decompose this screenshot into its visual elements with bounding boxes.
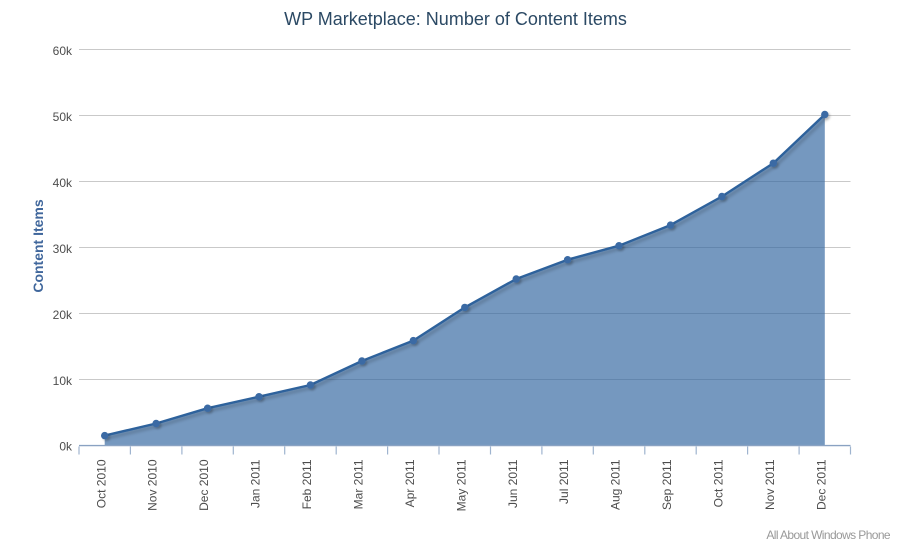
svg-text:Feb 2011: Feb 2011	[300, 459, 314, 509]
svg-text:Aug 2011: Aug 2011	[609, 459, 623, 510]
svg-text:May 2011: May 2011	[454, 459, 468, 511]
svg-text:20k: 20k	[53, 308, 73, 322]
svg-text:Oct 2011: Oct 2011	[712, 459, 726, 507]
svg-text:Content Items: Content Items	[30, 199, 46, 293]
svg-text:Jul 2011: Jul 2011	[557, 459, 571, 504]
svg-text:Jun 2011: Jun 2011	[506, 459, 520, 508]
svg-text:30k: 30k	[53, 242, 73, 256]
svg-text:All About Windows Phone: All About Windows Phone	[766, 528, 891, 542]
svg-text:60k: 60k	[53, 44, 73, 58]
svg-text:Dec 2011: Dec 2011	[814, 459, 828, 510]
svg-text:Mar 2011: Mar 2011	[352, 459, 366, 509]
svg-text:Nov 2010: Nov 2010	[146, 459, 160, 511]
svg-text:Apr 2011: Apr 2011	[403, 459, 417, 507]
svg-text:WP Marketplace: Number of Cont: WP Marketplace: Number of Content Items	[284, 9, 627, 29]
svg-text:Sep 2011: Sep 2011	[660, 459, 674, 510]
svg-text:50k: 50k	[53, 110, 73, 124]
svg-text:40k: 40k	[53, 176, 73, 190]
svg-text:0k: 0k	[59, 440, 73, 454]
svg-text:Nov 2011: Nov 2011	[763, 459, 777, 510]
svg-text:Jan 2011: Jan 2011	[249, 459, 263, 508]
svg-text:10k: 10k	[53, 374, 73, 388]
svg-text:Oct 2010: Oct 2010	[94, 459, 108, 508]
svg-text:Dec 2010: Dec 2010	[197, 459, 211, 511]
